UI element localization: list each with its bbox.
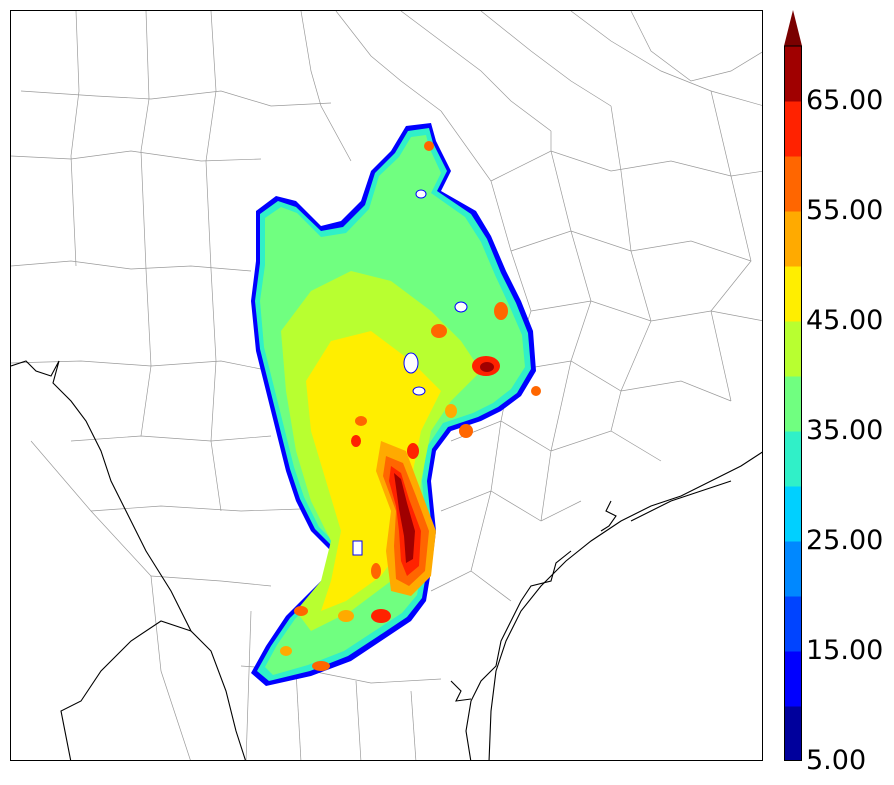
colorbar xyxy=(784,10,802,761)
colorbar-tick-label: 55.00 xyxy=(806,195,884,226)
precipitation-field xyxy=(251,123,541,686)
county-boundaries xyxy=(11,11,762,760)
colorbar-tick-label: 5.00 xyxy=(806,745,867,776)
colorbar-segment xyxy=(784,431,802,487)
colorbar-segment xyxy=(784,101,802,157)
colorbar-outline xyxy=(784,45,802,761)
colorbar-segment xyxy=(784,156,802,212)
colorbar-segment xyxy=(784,266,802,322)
colorbar-tick-label: 35.00 xyxy=(806,415,884,446)
colorbar-segment xyxy=(784,211,802,267)
colorbar-segment xyxy=(784,486,802,542)
colorbar-tick-label: 45.00 xyxy=(806,305,884,336)
colorbar-extend-arrow xyxy=(784,10,802,46)
map-canvas xyxy=(11,11,762,760)
colorbar-segment xyxy=(784,651,802,707)
coastline xyxy=(11,360,762,760)
colorbar-tick-label: 15.00 xyxy=(806,635,884,666)
colorbar-tick-label: 25.00 xyxy=(806,525,884,556)
colorbar-segment xyxy=(784,321,802,377)
colorbar-segment xyxy=(784,541,802,597)
colorbar-segment xyxy=(784,706,802,761)
map-panel xyxy=(10,10,763,761)
colorbar-tick-label: 65.00 xyxy=(806,85,884,116)
colorbar-segment xyxy=(784,46,802,102)
colorbar-segment xyxy=(784,376,802,432)
colorbar-segment xyxy=(784,596,802,652)
